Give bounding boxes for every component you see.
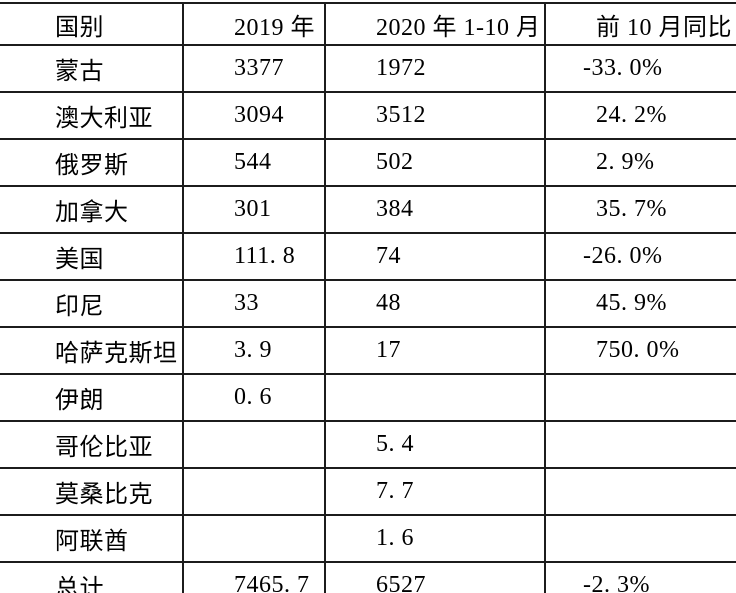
cell-country: 哈萨克斯坦: [0, 326, 184, 375]
cell-2019: 0. 6: [183, 373, 326, 422]
cell-yoy: -2. 3%: [545, 561, 736, 593]
cell-2019: 111. 8: [183, 232, 326, 281]
cell-2019: 544: [183, 138, 326, 187]
cell-country: 澳大利亚: [0, 91, 184, 140]
cell-yoy: 2. 9%: [545, 138, 736, 187]
table-row: 加拿大 301 384 35. 7%: [0, 185, 736, 234]
table-row: 阿联酋 1. 6: [0, 514, 736, 563]
cell-2019: 7465. 7: [183, 561, 326, 593]
cell-yoy: [545, 514, 736, 563]
cell-2019: 33: [183, 279, 326, 328]
cell-2019: 3094: [183, 91, 326, 140]
cell-2020: 17: [325, 326, 546, 375]
cell-country: 加拿大: [0, 185, 184, 234]
cell-country: 莫桑比克: [0, 467, 184, 516]
cell-2020: [325, 373, 546, 422]
table-row: 伊朗 0. 6: [0, 373, 736, 422]
cell-country: 俄罗斯: [0, 138, 184, 187]
cell-2019: [183, 467, 326, 516]
cell-2020: 5. 4: [325, 420, 546, 469]
cell-2020: 3512: [325, 91, 546, 140]
header-2020-jan-oct: 2020 年 1-10 月: [325, 2, 546, 46]
header-country: 国别: [0, 2, 184, 46]
cell-yoy: -26. 0%: [545, 232, 736, 281]
header-row: 国别 2019 年 2020 年 1-10 月 前 10 月同比: [0, 2, 736, 46]
cell-country: 蒙古: [0, 44, 184, 93]
table-row: 蒙古 3377 1972 -33. 0%: [0, 44, 736, 93]
cell-country: 哥伦比亚: [0, 420, 184, 469]
cell-2019: 3377: [183, 44, 326, 93]
header-2019: 2019 年: [183, 2, 326, 46]
table-row: 莫桑比克 7. 7: [0, 467, 736, 516]
cell-country: 美国: [0, 232, 184, 281]
header-yoy: 前 10 月同比: [545, 2, 736, 46]
cell-country: 阿联酋: [0, 514, 184, 563]
cell-yoy: [545, 467, 736, 516]
cell-2020: 7. 7: [325, 467, 546, 516]
cell-2019: [183, 514, 326, 563]
cell-2020: 1. 6: [325, 514, 546, 563]
cell-2019: [183, 420, 326, 469]
table-row: 印尼 33 48 45. 9%: [0, 279, 736, 328]
cell-2020: 48: [325, 279, 546, 328]
cell-country: 印尼: [0, 279, 184, 328]
cell-yoy: 750. 0%: [545, 326, 736, 375]
cell-yoy: [545, 373, 736, 422]
cell-2020: 74: [325, 232, 546, 281]
cell-2020: 384: [325, 185, 546, 234]
cell-yoy: [545, 420, 736, 469]
cell-yoy: 35. 7%: [545, 185, 736, 234]
cell-2020: 502: [325, 138, 546, 187]
table-row-total: 总计 7465. 7 6527 -2. 3%: [0, 561, 736, 593]
cell-2020: 6527: [325, 561, 546, 593]
cell-yoy: 24. 2%: [545, 91, 736, 140]
cell-yoy: 45. 9%: [545, 279, 736, 328]
cell-2019: 3. 9: [183, 326, 326, 375]
cell-country: 伊朗: [0, 373, 184, 422]
cell-2019: 301: [183, 185, 326, 234]
table-row: 美国 111. 8 74 -26. 0%: [0, 232, 736, 281]
cell-country: 总计: [0, 561, 184, 593]
table-row: 俄罗斯 544 502 2. 9%: [0, 138, 736, 187]
cell-yoy: -33. 0%: [545, 44, 736, 93]
table-row: 哥伦比亚 5. 4: [0, 420, 736, 469]
cell-2020: 1972: [325, 44, 546, 93]
table-row: 澳大利亚 3094 3512 24. 2%: [0, 91, 736, 140]
table-row: 哈萨克斯坦 3. 9 17 750. 0%: [0, 326, 736, 375]
